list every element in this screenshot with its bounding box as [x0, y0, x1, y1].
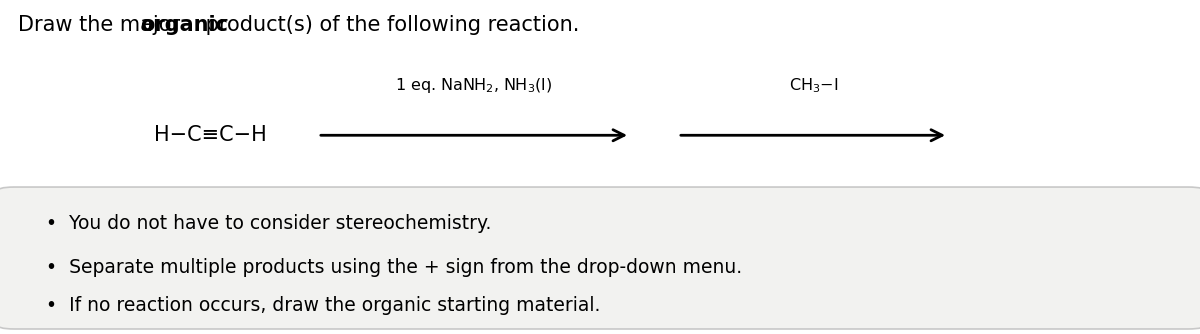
Text: Draw the major: Draw the major	[18, 15, 187, 35]
Text: organic: organic	[140, 15, 228, 35]
FancyBboxPatch shape	[0, 187, 1200, 329]
Text: •  You do not have to consider stereochemistry.: • You do not have to consider stereochem…	[46, 214, 491, 233]
Text: product(s) of the following reaction.: product(s) of the following reaction.	[199, 15, 580, 35]
Text: •  Separate multiple products using the + sign from the drop-down menu.: • Separate multiple products using the +…	[46, 258, 742, 277]
Text: •  If no reaction occurs, draw the organic starting material.: • If no reaction occurs, draw the organi…	[46, 296, 600, 315]
Text: H−C≡C−H: H−C≡C−H	[154, 125, 266, 145]
Text: CH$_3$−I: CH$_3$−I	[788, 76, 839, 95]
Text: 1 eq. NaNH$_2$, NH$_3$(l): 1 eq. NaNH$_2$, NH$_3$(l)	[396, 76, 552, 95]
